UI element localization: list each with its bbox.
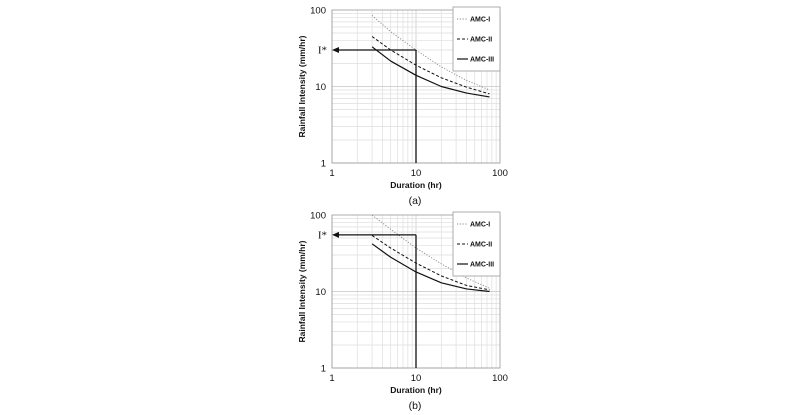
chart-panel-b: 1 10 100 1 10 100 Duration (hr) Rainfall Intens… <box>297 211 508 413</box>
legend-label: AMC-II <box>470 242 492 249</box>
x-tick-label: 1 <box>329 168 334 179</box>
legend-label: AMC-III <box>470 262 494 269</box>
legend-box <box>452 211 501 277</box>
y-tick-label: 1 <box>321 364 326 375</box>
y-tick-label: 10 <box>315 82 326 93</box>
x-tick-label: 10 <box>411 168 422 179</box>
series-line-amc-i <box>371 214 490 289</box>
series-line-amc-ii <box>371 235 490 291</box>
y-tick-label: 100 <box>310 6 326 17</box>
chart-panel-a: 1 10 100 1 10 100 Duration (hr) Rainfall Intens… <box>297 6 508 208</box>
legend-label: AMC-III <box>470 57 494 64</box>
annotation-i-star: I* <box>318 45 417 163</box>
series-line-amc-ii <box>371 36 490 95</box>
y-tick-label: 10 <box>315 287 326 298</box>
legend-label: AMC-II <box>470 37 492 44</box>
arrow-head-icon <box>332 47 339 54</box>
series-line-amc-i <box>371 15 490 91</box>
x-tick-label: 100 <box>492 373 508 384</box>
legend: AMC-I AMC-II AMC-III <box>452 6 501 72</box>
panel-caption: (a) <box>409 195 422 207</box>
x-tick-label: 1 <box>329 373 334 384</box>
x-axis-title: Duration (hr) <box>390 180 442 190</box>
arrow-head-icon <box>332 231 339 238</box>
i-star-label: I* <box>318 229 327 241</box>
x-tick-label: 10 <box>411 373 422 384</box>
series-line-amc-iii <box>371 243 490 293</box>
i-star-label: I* <box>318 45 327 57</box>
legend-box <box>452 6 501 72</box>
legend-label: AMC-I <box>470 17 490 24</box>
x-tick-label: 100 <box>492 168 508 179</box>
panel-caption: (b) <box>409 400 422 412</box>
series-line-amc-iii <box>371 46 490 98</box>
x-axis-title: Duration (hr) <box>390 385 442 395</box>
y-tick-label: 100 <box>310 211 326 222</box>
y-axis-title: Rainfall Intensity (mm/hr) <box>297 240 307 342</box>
legend: AMC-I AMC-II AMC-III <box>452 211 501 277</box>
legend-label: AMC-I <box>470 222 490 229</box>
y-axis-title: Rainfall Intensity (mm/hr) <box>297 35 307 137</box>
y-tick-label: 1 <box>321 159 326 170</box>
annotation-i-star: I* <box>318 229 417 368</box>
